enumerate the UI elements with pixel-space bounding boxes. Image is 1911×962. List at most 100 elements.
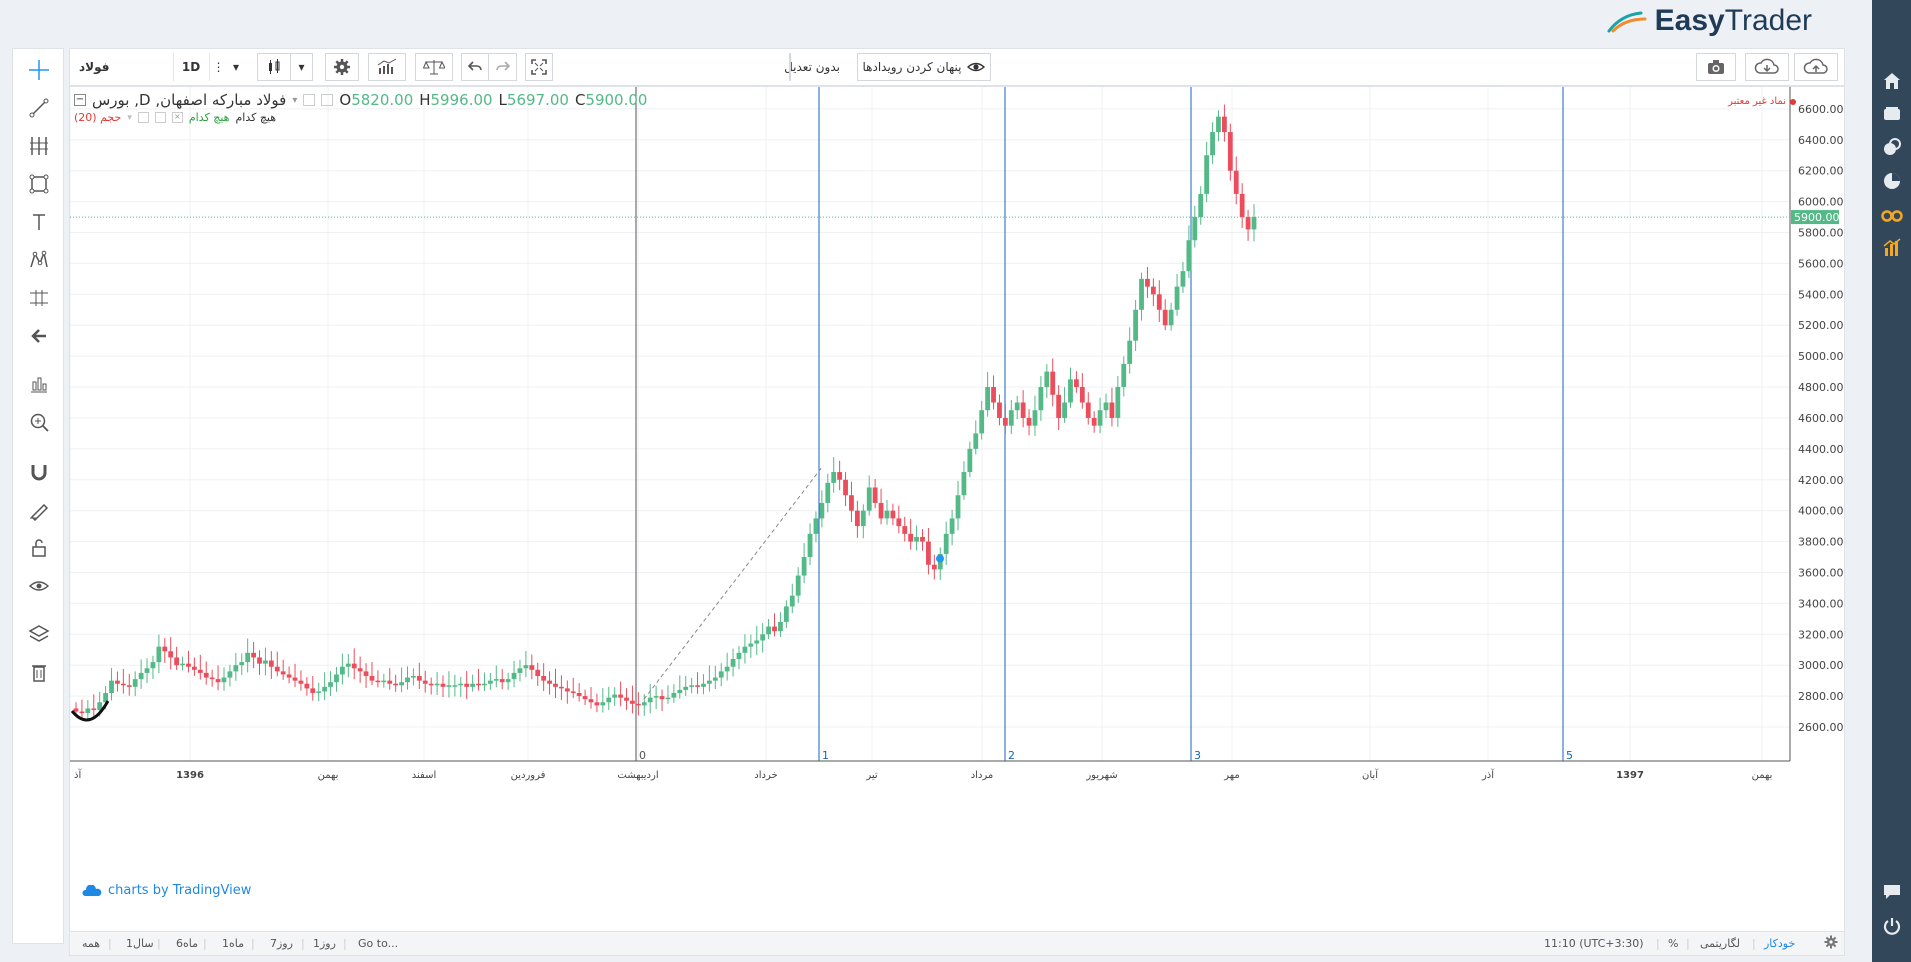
auto-scale-toggle[interactable]: خودکار bbox=[1764, 937, 1796, 950]
price-chart[interactable]: 0 1 2 3 5 2600.00 2800.00 3000.00 3200.00 3400.0… bbox=[70, 87, 1844, 935]
fullscreen-icon[interactable] bbox=[525, 53, 553, 81]
cloud-download-icon[interactable] bbox=[1745, 53, 1789, 81]
camera-icon[interactable] bbox=[1696, 53, 1736, 81]
trend-line-icon[interactable] bbox=[25, 94, 53, 122]
volume-close-icon[interactable]: × bbox=[171, 112, 183, 123]
price-tick-label: 4000.00 bbox=[1798, 505, 1844, 518]
trash-icon[interactable] bbox=[25, 658, 53, 686]
compare-icon[interactable] bbox=[415, 53, 453, 81]
chart-style-button[interactable] bbox=[257, 53, 291, 81]
binoculars-icon[interactable] bbox=[1881, 203, 1903, 225]
volume-dropdown-icon[interactable]: ▾ bbox=[127, 112, 132, 123]
symbol-search-input[interactable]: فولاد bbox=[73, 53, 171, 81]
volume-hide-icon[interactable] bbox=[154, 112, 166, 123]
gear-icon[interactable] bbox=[1824, 935, 1838, 952]
separator: | bbox=[1752, 937, 1756, 950]
range-7d[interactable]: 7روز bbox=[270, 937, 293, 950]
candle-body bbox=[772, 626, 777, 632]
range-6m[interactable]: 6ماه bbox=[176, 937, 199, 950]
time-tick-label: آذ bbox=[74, 768, 82, 781]
adjustment-dropdown[interactable]: بدون تعدیل bbox=[563, 53, 848, 81]
time-axis[interactable]: آذ 1396 بهمن اسفند فروردین اردیبهشت خرداد تیر مر… bbox=[70, 760, 1790, 781]
price-axis[interactable]: 2600.00 2800.00 3000.00 3200.00 3400.00 3600.… bbox=[1789, 87, 1844, 761]
candle-body bbox=[849, 495, 854, 511]
home-icon[interactable] bbox=[1881, 70, 1903, 92]
percent-toggle[interactable]: % bbox=[1668, 937, 1679, 950]
candle-body bbox=[689, 685, 695, 687]
fib-time-label[interactable]: 5 bbox=[1566, 749, 1573, 762]
chart-style-dropdown-icon[interactable]: ▾ bbox=[291, 53, 313, 81]
candle-body bbox=[641, 702, 647, 706]
candle-body bbox=[1103, 402, 1109, 411]
redo-icon[interactable] bbox=[489, 53, 517, 81]
legend-hide-icon[interactable] bbox=[321, 94, 334, 106]
log-toggle[interactable]: لگاریتمی bbox=[1700, 937, 1740, 950]
settings-gear-icon[interactable] bbox=[325, 53, 359, 81]
candle-body bbox=[422, 680, 428, 684]
candle-body bbox=[1168, 309, 1174, 326]
rectangle-icon[interactable] bbox=[25, 170, 53, 198]
interval-dropdown-icon[interactable]: ▾ bbox=[227, 53, 245, 81]
chart-drawings[interactable] bbox=[70, 216, 1790, 795]
range-1y[interactable]: 1سال bbox=[126, 937, 154, 950]
text-tool-icon[interactable] bbox=[25, 208, 53, 236]
range-1d[interactable]: 1روز bbox=[313, 937, 336, 950]
cloud-upload-icon[interactable] bbox=[1794, 53, 1838, 81]
fib-time-label[interactable]: 1 bbox=[822, 749, 829, 762]
legend-dropdown-icon[interactable]: ▾ bbox=[292, 94, 298, 106]
wallet-icon[interactable] bbox=[1881, 103, 1903, 125]
clock-timezone[interactable]: 11:10 (UTC+3:30) bbox=[1544, 937, 1644, 950]
eye-icon[interactable] bbox=[25, 572, 53, 600]
pie-chart-icon[interactable] bbox=[1881, 170, 1903, 192]
layers-icon[interactable] bbox=[25, 620, 53, 648]
candle-body bbox=[1174, 286, 1180, 310]
candle-body bbox=[991, 387, 996, 403]
volume-settings-icon[interactable] bbox=[137, 112, 149, 123]
fib-time-zones[interactable]: 0 1 2 3 5 bbox=[635, 87, 1573, 762]
easytrader-logo[interactable]: EasyTrader bbox=[1607, 4, 1812, 38]
pattern-icon[interactable] bbox=[25, 246, 53, 274]
chart-pane[interactable]: 0 1 2 3 5 2600.00 2800.00 3000.00 3200.00 3400.0… bbox=[69, 86, 1845, 936]
range-1m[interactable]: 1ماه bbox=[222, 937, 245, 950]
interval-more-icon[interactable]: ⋮ bbox=[209, 53, 227, 81]
candle-body bbox=[304, 683, 310, 689]
back-arrow-icon[interactable] bbox=[25, 322, 53, 350]
hide-events-button[interactable]: پنهان کردن رویدادها bbox=[857, 53, 991, 81]
indicators-icon[interactable] bbox=[368, 53, 406, 81]
chat-icon[interactable] bbox=[1881, 880, 1903, 902]
tradingview-watermark[interactable]: charts by TradingView bbox=[82, 883, 251, 898]
lock-icon[interactable] bbox=[25, 534, 53, 562]
magnet-icon[interactable] bbox=[25, 458, 53, 486]
event-marker[interactable] bbox=[936, 554, 944, 563]
collapse-legend-icon[interactable]: − bbox=[74, 94, 86, 106]
candle-body bbox=[126, 685, 132, 687]
undo-icon[interactable] bbox=[461, 53, 489, 81]
candle-body bbox=[789, 595, 795, 607]
legend-settings-icon[interactable] bbox=[303, 94, 316, 106]
pitchfork-icon[interactable] bbox=[25, 132, 53, 160]
long-position-icon[interactable] bbox=[25, 370, 53, 398]
fib-time-label[interactable]: 2 bbox=[1008, 749, 1015, 762]
candle-body bbox=[1156, 294, 1162, 310]
candle-body bbox=[630, 700, 635, 704]
curve-drawing[interactable] bbox=[70, 700, 110, 722]
bar-chart-icon[interactable] bbox=[1881, 237, 1903, 259]
zoom-in-icon[interactable] bbox=[25, 408, 53, 436]
dashed-trend-line[interactable] bbox=[643, 465, 824, 700]
drawing-mode-icon[interactable] bbox=[25, 496, 53, 524]
candle-body bbox=[985, 387, 991, 411]
goto-button[interactable]: Go to... bbox=[358, 937, 399, 950]
coins-icon[interactable] bbox=[1881, 136, 1903, 158]
candle-body bbox=[766, 626, 771, 635]
fib-time-label[interactable]: 3 bbox=[1194, 749, 1201, 762]
candle-body bbox=[499, 679, 505, 683]
candle-body bbox=[476, 683, 481, 686]
range-all[interactable]: همه bbox=[82, 937, 101, 950]
power-icon[interactable] bbox=[1881, 915, 1903, 937]
candle-body bbox=[553, 683, 558, 687]
measure-icon[interactable] bbox=[25, 284, 53, 312]
fib-time-label[interactable]: 0 bbox=[639, 749, 646, 762]
interval-button[interactable]: 1D bbox=[173, 53, 208, 81]
crosshair-icon[interactable] bbox=[25, 56, 53, 84]
price-tick-label: 6600.00 bbox=[1798, 103, 1844, 116]
